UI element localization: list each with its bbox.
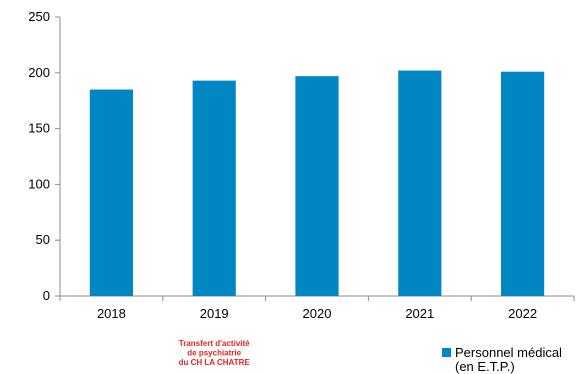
legend-swatch [442,348,451,357]
annotation-line: du CH LA CHATRE [179,358,251,367]
annotation-line: Transfert d'activité [179,339,250,348]
x-tick-label: 2022 [508,306,537,321]
y-axis: 0 50 100 150 200 250 [28,9,61,303]
bar-2018 [89,89,133,296]
y-tick-label: 150 [28,121,50,136]
y-tick-label: 200 [28,65,50,80]
x-tick-label: 2020 [303,306,332,321]
bar-2022 [501,71,545,297]
bar-2020 [295,76,339,296]
bar-2021 [398,70,442,297]
legend-label-line2: (en E.T.P.) [455,359,515,374]
x-tick-label: 2021 [405,306,434,321]
x-axis: 2018 2019 2020 2021 2022 [59,295,575,321]
y-tick-label: 0 [43,288,50,303]
bars [89,70,545,297]
legend-label-line1: Personnel médical [455,345,562,360]
x-tick-label: 2019 [200,306,229,321]
bar-2019 [192,80,236,296]
y-tick-label: 100 [28,176,50,191]
x-tick-label: 2018 [97,306,126,321]
annotation-line: de psychiatrie [187,349,241,358]
y-tick-label: 250 [28,9,50,24]
y-tick-label: 50 [36,232,50,247]
legend: Personnel médical (en E.T.P.) [442,345,562,374]
